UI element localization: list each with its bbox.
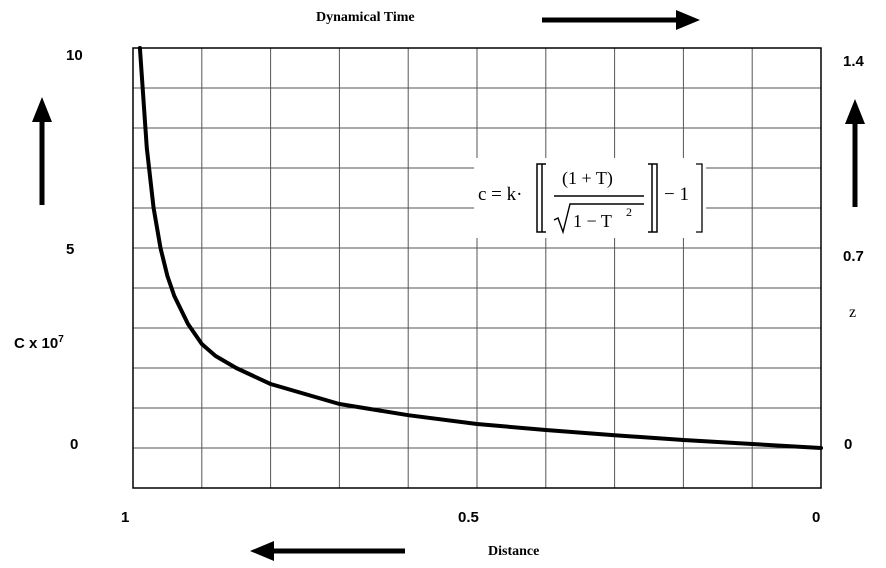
formula-bracket-left <box>536 163 546 233</box>
formula-numerator: (1 + T) <box>562 168 613 189</box>
formula-sqrt-icon <box>553 203 644 235</box>
y-right-tick-label: 0 <box>844 436 853 453</box>
y-left-tick-label: 0 <box>70 436 79 453</box>
x-tick-label: 0 <box>812 509 821 526</box>
y-left-tick-label: 5 <box>66 241 75 258</box>
y-right-tick-label: 1.4 <box>843 53 864 70</box>
top-label: Dynamical Time <box>316 10 415 25</box>
x-tick-label: 1 <box>121 509 130 526</box>
formula-tail: − 1 <box>664 184 689 205</box>
y-left-axis-label-exponent: 7 <box>58 334 64 345</box>
formula-denominator-exponent: 2 <box>626 205 632 219</box>
arrow-up-left-icon <box>32 97 52 205</box>
series-group <box>137 46 823 450</box>
y-right-tick-label: 0.7 <box>843 248 864 265</box>
formula-denominator: 1 − T <box>573 211 612 231</box>
arrow-right-icon <box>542 10 700 30</box>
y-right-axis-label: z <box>849 304 857 321</box>
y-left-axis-label-base: C x 10 <box>14 335 59 352</box>
formula-lhs: c = k· <box>478 184 522 205</box>
y-left-tick-label: 10 <box>66 47 83 64</box>
x-tick-label: 0.5 <box>458 509 479 526</box>
arrow-left-icon <box>250 541 405 561</box>
formula-bracket-right <box>648 163 658 233</box>
y-left-axis-label: C x 107 <box>14 334 64 352</box>
series-line-c <box>137 46 823 450</box>
plot-frame <box>132 47 822 489</box>
formula-annotation: c = k· (1 + T) 1 − T 2 − 1 <box>474 158 706 238</box>
formula-outer-bracket-right <box>696 163 703 233</box>
x-axis-label: Distance <box>488 544 540 559</box>
arrow-up-right-icon <box>845 99 865 207</box>
